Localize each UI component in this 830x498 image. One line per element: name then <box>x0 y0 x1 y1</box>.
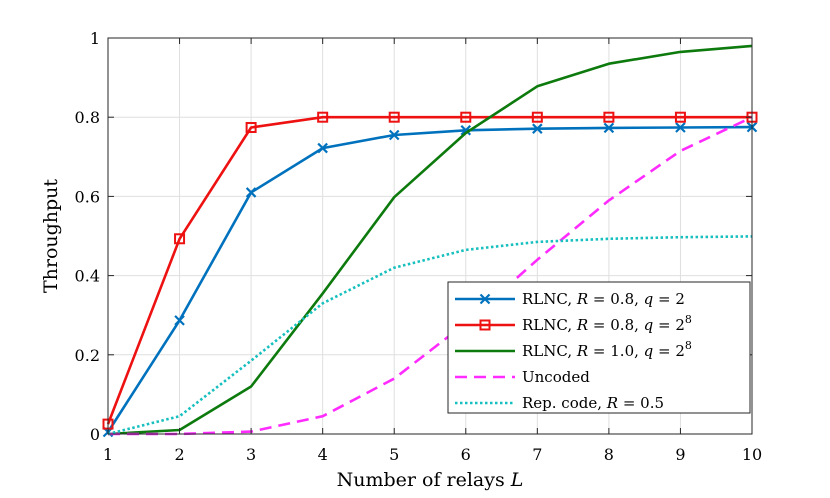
legend-label-part: Uncoded <box>522 368 590 386</box>
legend-label-part: = 2 <box>653 290 685 308</box>
legend-label-part: R <box>606 394 618 412</box>
x-tick-label: 3 <box>246 445 256 464</box>
legend-label-part: q <box>644 342 654 360</box>
legend-label-part: 8 <box>685 339 692 352</box>
x-tick-label: 4 <box>318 445 328 464</box>
legend-label-part: R <box>576 290 588 308</box>
legend-label-part: = 0.8, <box>588 290 644 308</box>
data-point <box>317 142 328 154</box>
y-axis-title: Throughput <box>40 179 62 293</box>
legend-marker <box>479 293 491 305</box>
x-tick-label: 10 <box>742 445 762 464</box>
legend-item: Rep. code, R = 0.5 <box>455 394 664 412</box>
series-line <box>108 116 753 436</box>
legend-label-part: q <box>644 316 654 334</box>
x-tick-label: 2 <box>174 445 184 464</box>
x-tick-label: 8 <box>604 445 614 464</box>
series-line <box>107 44 753 436</box>
data-point <box>317 111 329 123</box>
x-tick-label: 9 <box>675 445 685 464</box>
data-point <box>460 124 472 136</box>
data-point <box>603 122 615 134</box>
data-point <box>675 122 686 133</box>
ticks <box>107 37 753 435</box>
legend-label: RLNC, R = 0.8, q = 2 <box>522 290 685 308</box>
legend-label-part: RLNC, <box>522 316 577 334</box>
data-point <box>245 187 257 198</box>
series-line <box>106 115 752 425</box>
legend-label: RLNC, R = 1.0, q = 28 <box>522 339 692 360</box>
series-rlnc-r-1-0-q-2-8 <box>107 44 753 436</box>
legend-item: RLNC, R = 1.0, q = 28 <box>455 339 692 360</box>
data-point <box>532 123 543 134</box>
data-point <box>174 315 185 326</box>
legend-label-part: 8 <box>685 313 692 326</box>
legend-item: RLNC, R = 0.8, q = 2 <box>455 290 685 308</box>
legend-item: RLNC, R = 0.8, q = 28 <box>455 313 692 334</box>
data-point <box>388 111 400 123</box>
y-tick-label: 0.6 <box>75 187 100 206</box>
x-axis-title-variable: L <box>510 469 524 491</box>
x-tick-label: 7 <box>532 445 542 464</box>
legend-box <box>447 281 751 414</box>
y-tick-label: 1 <box>90 29 100 48</box>
data-point <box>531 111 543 123</box>
legend-label-part: = 2 <box>653 316 685 334</box>
data-point <box>460 111 472 123</box>
legend-label-part: = 0.8, <box>588 316 644 334</box>
legend-marker <box>479 319 491 331</box>
legend-item: Uncoded <box>455 368 590 386</box>
legend-label: Uncoded <box>522 368 590 386</box>
legend-label-part: Rep. code, <box>522 394 607 412</box>
legend-label-part: RLNC, <box>522 290 577 308</box>
legend-label-part: = 0.5 <box>618 394 664 412</box>
y-tick-label: 0.4 <box>75 267 100 286</box>
legend-label-part: R <box>576 342 588 360</box>
x-tick-label: 1 <box>103 445 113 464</box>
series-uncoded <box>108 116 753 436</box>
legend-label: RLNC, R = 0.8, q = 28 <box>522 313 692 334</box>
legend-label-part: = 2 <box>653 342 685 360</box>
legend-label-part: = 1.0, <box>588 342 644 360</box>
y-tick-label: 0.2 <box>75 346 100 365</box>
x-axis-title-text: Number of relays <box>337 469 505 491</box>
legend-label-part: RLNC, <box>522 342 577 360</box>
data-point <box>174 233 186 245</box>
legend-label-part: q <box>644 290 654 308</box>
data-point <box>388 129 400 141</box>
plot-frame <box>107 37 753 435</box>
data-point <box>245 121 257 133</box>
data-point <box>603 111 615 123</box>
y-tick-label: 0 <box>90 425 100 444</box>
legend-label: Rep. code, R = 0.5 <box>522 394 664 412</box>
series-line <box>106 125 753 433</box>
x-tick-label: 5 <box>389 445 399 464</box>
legend-label-part: R <box>576 316 588 334</box>
y-tick-label: 0.8 <box>75 108 100 127</box>
series-rlnc-r-0-8-q-2 <box>102 121 758 438</box>
x-tick-label: 6 <box>461 445 471 464</box>
data-point <box>674 111 686 123</box>
series-layer <box>102 44 758 438</box>
x-axis-title: Number of relays L <box>337 469 524 491</box>
tick-labels: 1 2 3 4 5 6 7 8 9 10 0 0.2 0.4 0.6 0.8 1 <box>75 29 763 464</box>
series-rlnc-r-0-8-q-2-8 <box>102 111 758 430</box>
